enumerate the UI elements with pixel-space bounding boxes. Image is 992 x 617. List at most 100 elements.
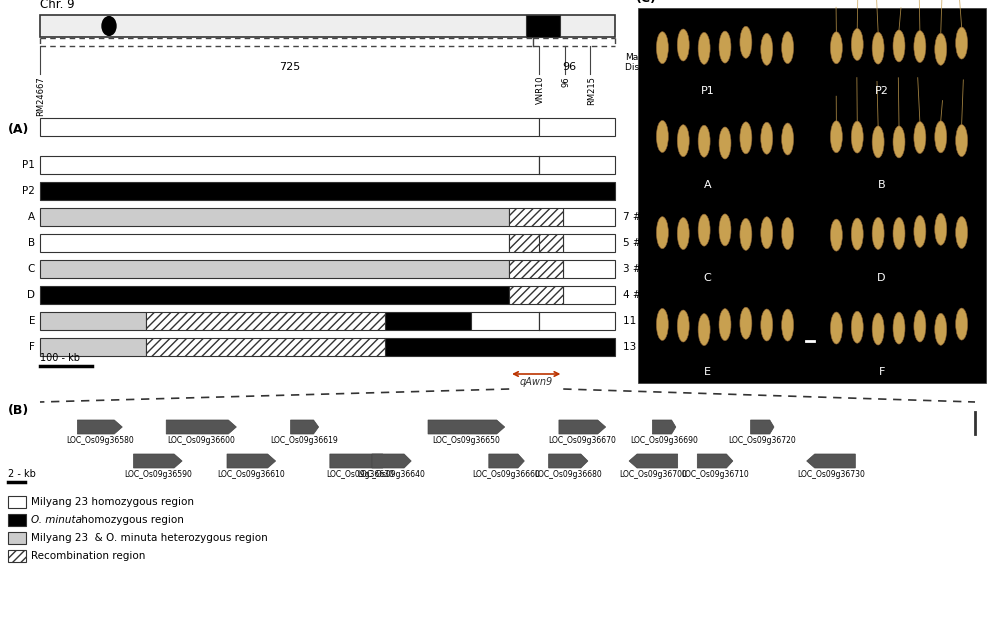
Bar xyxy=(40,312,147,330)
Bar xyxy=(385,338,615,356)
Bar xyxy=(8,532,26,544)
Text: Milyang 23  & O. minuta heterozygous region: Milyang 23 & O. minuta heterozygous regi… xyxy=(31,533,268,543)
Ellipse shape xyxy=(761,309,773,341)
Text: C: C xyxy=(703,273,711,283)
Polygon shape xyxy=(806,454,855,468)
Text: 13 #: 13 # xyxy=(623,342,648,352)
Polygon shape xyxy=(428,420,505,434)
Ellipse shape xyxy=(740,218,752,251)
Ellipse shape xyxy=(678,218,689,249)
Text: (C): (C) xyxy=(636,0,657,5)
Text: 725: 725 xyxy=(279,62,301,72)
Polygon shape xyxy=(372,454,412,468)
Ellipse shape xyxy=(782,31,794,64)
Bar xyxy=(8,496,26,508)
Text: RM215: RM215 xyxy=(587,76,596,105)
Text: VNR10: VNR10 xyxy=(536,76,545,104)
Text: LOC_Os09g36580: LOC_Os09g36580 xyxy=(65,436,134,445)
Ellipse shape xyxy=(893,312,905,344)
Text: homozygous region: homozygous region xyxy=(78,515,184,525)
Text: 96: 96 xyxy=(561,76,570,86)
Ellipse shape xyxy=(955,217,967,249)
Text: 5 #: 5 # xyxy=(623,238,642,248)
Text: 100 - kb: 100 - kb xyxy=(40,353,80,363)
Polygon shape xyxy=(549,454,588,468)
Polygon shape xyxy=(629,454,678,468)
Polygon shape xyxy=(751,420,774,434)
Text: LOC_Os09g36730: LOC_Os09g36730 xyxy=(798,470,865,479)
Ellipse shape xyxy=(872,313,884,345)
Text: LOC_Os09g36670: LOC_Os09g36670 xyxy=(549,436,616,445)
Ellipse shape xyxy=(657,120,669,152)
Ellipse shape xyxy=(934,121,946,153)
Text: E: E xyxy=(704,367,711,377)
Ellipse shape xyxy=(102,17,116,35)
Polygon shape xyxy=(77,420,122,434)
Text: LOC_Os09g36600: LOC_Os09g36600 xyxy=(168,436,235,445)
Ellipse shape xyxy=(678,29,689,61)
Bar xyxy=(40,260,509,278)
Ellipse shape xyxy=(657,31,669,64)
Text: 96: 96 xyxy=(562,62,576,72)
Ellipse shape xyxy=(851,218,863,250)
Bar xyxy=(8,550,26,562)
Polygon shape xyxy=(227,454,276,468)
Ellipse shape xyxy=(740,307,752,339)
Polygon shape xyxy=(489,454,525,468)
Bar xyxy=(40,156,539,174)
Text: LOC_Os09g36650: LOC_Os09g36650 xyxy=(433,436,500,445)
Text: (A): (A) xyxy=(8,123,30,136)
Bar xyxy=(147,338,385,356)
Bar xyxy=(509,208,563,226)
Text: D: D xyxy=(27,290,35,300)
Text: F: F xyxy=(29,342,35,352)
Text: 7 #: 7 # xyxy=(623,212,642,222)
Bar xyxy=(563,260,615,278)
Bar xyxy=(539,118,615,136)
Ellipse shape xyxy=(782,309,794,341)
Polygon shape xyxy=(330,454,391,468)
Bar xyxy=(385,312,471,330)
Bar xyxy=(40,208,509,226)
Ellipse shape xyxy=(851,121,863,153)
Text: D: D xyxy=(877,273,886,283)
Bar xyxy=(509,286,563,304)
Ellipse shape xyxy=(914,215,926,247)
Text: LOC_Os09g36690: LOC_Os09g36690 xyxy=(630,436,698,445)
Text: LOC_Os09g36710: LOC_Os09g36710 xyxy=(682,470,749,479)
Text: LOC_Os09g36640: LOC_Os09g36640 xyxy=(358,470,426,479)
Bar xyxy=(40,182,615,200)
Ellipse shape xyxy=(761,217,773,249)
Ellipse shape xyxy=(830,121,842,153)
Text: RM24667: RM24667 xyxy=(37,76,46,116)
Text: O. minuta: O. minuta xyxy=(31,515,82,525)
Ellipse shape xyxy=(893,30,905,62)
Ellipse shape xyxy=(851,311,863,343)
Text: B: B xyxy=(28,238,35,248)
Ellipse shape xyxy=(678,310,689,342)
Bar xyxy=(40,118,539,136)
Text: B: B xyxy=(878,180,886,189)
Ellipse shape xyxy=(955,125,967,157)
Bar xyxy=(563,208,615,226)
Text: LOC_Os09g36619: LOC_Os09g36619 xyxy=(271,436,338,445)
Ellipse shape xyxy=(719,31,731,63)
Text: Milyang 23 homozygous region: Milyang 23 homozygous region xyxy=(31,497,194,507)
Bar xyxy=(40,234,509,252)
Bar xyxy=(539,312,615,330)
Bar xyxy=(638,8,986,383)
Bar xyxy=(563,234,615,252)
Text: Marker
Distance (kb): Marker Distance (kb) xyxy=(625,52,685,72)
Ellipse shape xyxy=(851,28,863,60)
Text: (B): (B) xyxy=(8,404,29,417)
Ellipse shape xyxy=(698,214,710,246)
Bar xyxy=(539,156,615,174)
Ellipse shape xyxy=(657,217,669,249)
Ellipse shape xyxy=(698,313,710,346)
Text: P2: P2 xyxy=(875,86,889,96)
Ellipse shape xyxy=(872,126,884,158)
Text: P1: P1 xyxy=(700,86,714,96)
Text: LOC_Os09g36680: LOC_Os09g36680 xyxy=(535,470,602,479)
Ellipse shape xyxy=(761,122,773,154)
Bar xyxy=(526,15,560,37)
